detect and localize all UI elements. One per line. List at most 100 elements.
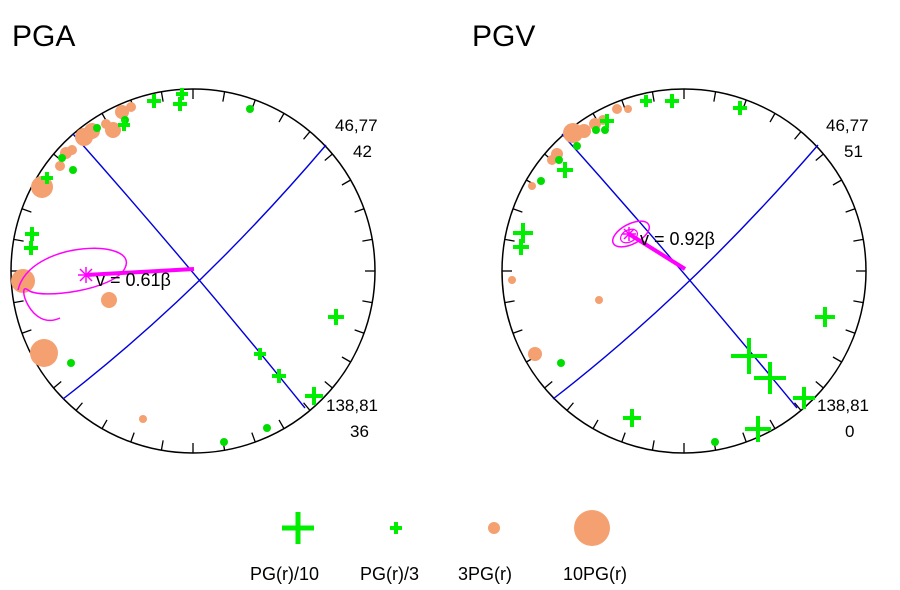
orange-circle [55,161,65,171]
uncertainty-ellipse [17,247,128,322]
tick-mark [303,131,311,140]
legend-label: 10PG(r) [563,564,627,584]
green-dot [711,438,719,446]
orange-circle [101,119,111,129]
uncertainty-ellipse [611,220,651,248]
green-dot [537,177,545,185]
tick-mark [853,238,864,242]
plus-marker [733,101,747,115]
tick-mark [278,419,285,429]
tick-mark [354,329,365,334]
tick-mark [222,91,226,102]
tick-mark [794,402,802,411]
tick-mark [592,419,599,429]
stereonet-circle [501,88,867,454]
tick-mark [815,381,824,389]
tick-mark [651,440,655,451]
plus-marker [665,94,679,108]
plane-1-value: 51 [844,142,863,161]
plane-1-label: 46,77 [826,116,869,135]
plane-1-label: 46,77 [335,116,378,135]
plane-2-value: 36 [350,422,369,441]
tick-mark [845,208,856,213]
green-dot [67,359,75,367]
tick-mark [324,381,333,389]
orange-circle [115,105,129,119]
tick-mark [341,356,351,363]
plus-marker [557,162,573,178]
plane-2-label: 138,81 [817,396,869,415]
tick-mark [341,179,351,186]
tick-mark [160,91,164,102]
stereonet-circle [10,88,376,454]
epicenter-star-icon [78,267,94,283]
orange-circles [11,102,147,423]
plus-marker [513,239,529,255]
panel-title: PGV [472,20,535,53]
orange-circle [126,102,136,112]
plane-2-value: 0 [845,422,854,441]
legend-plus-small-icon [390,522,402,534]
legend: PG(r)/10 PG(r)/3 3PG(r) 10PG(r) [250,510,627,584]
panel-title: PGA [12,20,75,53]
green-dot [69,166,77,174]
tick-mark [324,153,333,161]
orange-circle [67,145,77,155]
tick-mark [53,381,62,389]
green-dot [246,105,254,113]
velocity-vector [85,267,195,277]
tick-mark [815,153,824,161]
tick-mark [101,419,108,429]
plus-marker [793,387,815,409]
orange-circle [577,124,591,138]
tick-mark [845,329,856,334]
green-dot [555,156,563,164]
tick-mark [621,432,626,443]
orange-circle [624,105,632,113]
tick-mark [21,208,32,213]
orange-circle [612,104,622,114]
tick-mark [512,329,523,334]
orange-circle [595,296,603,304]
green-dots [58,105,271,446]
plus-marker [640,95,652,107]
green-dots [537,126,719,446]
tick-mark [853,300,864,304]
legend-label: 3PG(r) [458,564,512,584]
tick-mark [713,91,717,102]
legend-label: PG(r)/10 [250,564,319,584]
legend-circle-large-icon [574,510,610,546]
panel-pga: PGA 46,77 42 138,81 36 [10,20,378,454]
green-dot [592,126,600,134]
tick-mark [832,179,842,186]
green-dot [58,154,66,162]
velocity-label: v = 0.61β [96,270,171,290]
plus-marker [815,307,835,327]
plus-marker [147,94,161,108]
tick-mark [832,356,842,363]
orange-circle [547,155,557,165]
plus-marker [24,241,38,255]
orange-circle [528,182,536,190]
tick-mark [544,381,553,389]
tick-mark [512,208,523,213]
plus-marker [328,309,344,325]
panel-pgv: PGV 46,77 51 138,81 0 [472,20,869,454]
plus-marker [176,88,188,100]
orange-circle [528,347,542,361]
green-plus-markers [513,94,835,442]
orange-circle [11,269,35,293]
plus-marker [745,416,771,442]
legend-circle-small-icon [488,522,500,534]
velocity-label: v = 0.92β [640,229,715,249]
epicenter-star-icon [622,227,636,241]
rupture-velocity: v = 0.61β [17,247,195,322]
plus-marker [305,387,323,405]
tick-mark [21,329,32,334]
plus-marker [754,362,786,394]
green-dot [557,359,565,367]
plus-marker [118,119,130,131]
legend-plus-large-icon [282,512,314,544]
